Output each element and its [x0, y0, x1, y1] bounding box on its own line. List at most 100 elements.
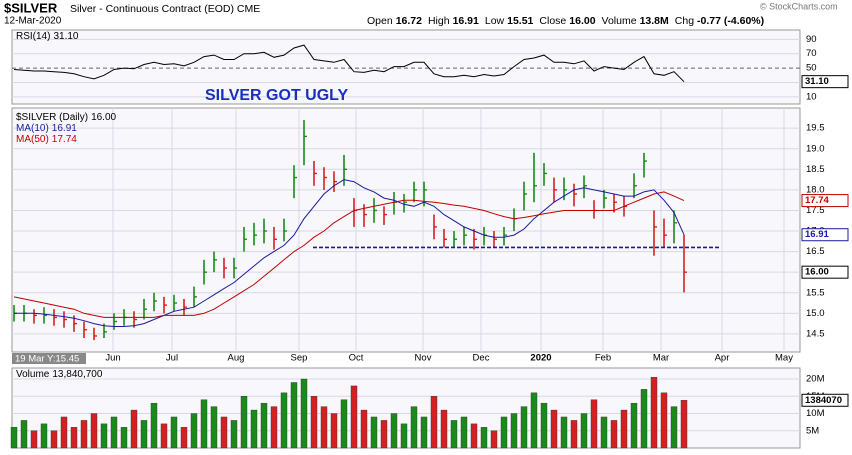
volume-bar	[200, 399, 208, 449]
volume-bar	[350, 385, 358, 449]
value-box-label: 31.10	[805, 76, 829, 87]
volume-bar	[490, 430, 498, 449]
volume-bar	[450, 420, 458, 449]
quote-value: 16.91	[453, 15, 479, 27]
value-box-label: 17.74	[805, 195, 829, 206]
x-tick-label: May	[775, 353, 793, 364]
quote-label: Volume	[602, 15, 637, 27]
plot-area	[11, 29, 801, 105]
volume-bar	[330, 413, 338, 449]
volume-bar	[290, 382, 298, 449]
y-tick-label: 90	[806, 34, 817, 45]
legend-name: MA(10)	[16, 123, 49, 134]
volume-bar	[530, 392, 538, 449]
x-tick-label: Jun	[105, 353, 120, 364]
y-tick-label: 17.5	[806, 205, 825, 216]
x-tick-label: Dec	[473, 353, 490, 364]
legend-name: Volume	[16, 369, 50, 380]
legend-name: RSI(14)	[16, 31, 50, 42]
value-box-label: 1384070	[805, 395, 842, 406]
volume-bar	[170, 416, 178, 449]
volume-bar	[130, 409, 138, 449]
volume-bar	[370, 416, 378, 449]
value-box	[801, 228, 849, 242]
y-tick-label: 19.5	[806, 123, 825, 134]
volume-bar	[630, 402, 638, 449]
volume-bar	[570, 420, 578, 449]
legend-entry: $SILVER (Daily) 16.00	[16, 112, 117, 123]
volume-bar	[50, 430, 58, 449]
volume-bar	[560, 416, 568, 449]
volume-bar	[430, 396, 438, 449]
quote-label: Chg	[675, 15, 694, 27]
value-box-label: 16.00	[805, 267, 829, 278]
volume-bar	[390, 413, 398, 449]
quote-value: -0.77 (-4.60%)	[697, 15, 764, 27]
legend-value: 13,840,700	[52, 369, 102, 380]
volume-bar	[40, 423, 48, 449]
legend-entry: MA(10) 16.91	[16, 123, 77, 134]
symbol: $SILVER	[4, 0, 58, 15]
volume-bar	[250, 409, 258, 449]
volume-bar	[590, 399, 598, 449]
volume-bar	[270, 406, 278, 449]
y-tick-label: 19.0	[806, 143, 825, 154]
legend-value: 17.74	[52, 134, 77, 145]
description: Silver - Continuous Contract (EOD) CME	[70, 3, 260, 15]
volume-bar	[230, 420, 238, 449]
y-tick-label: 18.0	[806, 184, 825, 195]
x-tick-label: Feb	[595, 353, 611, 364]
y-tick-label: 18.5	[806, 164, 825, 175]
value-box-label: 16.91	[805, 229, 829, 240]
volume-bar	[540, 402, 548, 449]
quote-label: Low	[485, 15, 505, 27]
legend-entry: Volume 13,840,700	[16, 369, 103, 380]
volume-bar	[440, 409, 448, 449]
volume-bar	[660, 392, 668, 449]
x-tick-label: Oct	[349, 353, 364, 364]
x-tick-label: Jul	[166, 353, 178, 364]
legend-name: MA(50)	[16, 134, 49, 145]
volume-bar	[220, 416, 228, 449]
volume-bar	[510, 413, 518, 449]
cursor-box	[12, 353, 86, 364]
y-tick-label: 16.5	[806, 246, 825, 257]
y-tick-label: 15.5	[806, 287, 825, 298]
quote: Open 16.72 High 16.91 Low 15.51 Close 16.00 Volu…	[367, 15, 764, 27]
quote-label: High	[428, 15, 450, 27]
volume-bar	[140, 420, 148, 449]
y-tick-label: 10M	[806, 408, 825, 419]
volume-bar	[470, 423, 478, 449]
volume-bar	[160, 423, 168, 449]
y-tick-label: 15.0	[806, 308, 825, 319]
cursor-label: 19 Mar Y:15.45	[15, 354, 79, 365]
moving-average	[13, 191, 685, 318]
quote-label: Close	[539, 15, 566, 27]
volume-bar	[600, 416, 608, 449]
y-tick-label: 5M	[806, 425, 819, 436]
value-box	[801, 393, 849, 407]
volume-bar	[90, 413, 98, 449]
volume-bar	[650, 377, 658, 449]
date: 12-Mar-2020	[4, 16, 62, 27]
y-tick-label: 14.5	[806, 328, 825, 339]
x-tick-label: 2020	[530, 353, 551, 364]
volume-bar	[180, 427, 188, 449]
volume-bar	[30, 430, 38, 449]
volume-bar	[380, 420, 388, 449]
value-box	[801, 265, 849, 279]
quote-value: 15.51	[507, 15, 533, 27]
y-tick-label: 10	[806, 91, 817, 102]
volume-bar	[620, 409, 628, 449]
legend-entry: MA(50) 17.74	[16, 134, 77, 145]
quote-value: 16.00	[569, 15, 595, 27]
volume-bar	[80, 420, 88, 449]
volume-bar	[480, 427, 488, 449]
y-tick-label: 70	[806, 48, 817, 59]
volume-bar	[400, 423, 408, 449]
rsi-line	[13, 44, 685, 83]
legend-value: 16.00	[91, 112, 116, 123]
x-tick-label: Sep	[291, 353, 308, 364]
volume-bar	[340, 399, 348, 449]
